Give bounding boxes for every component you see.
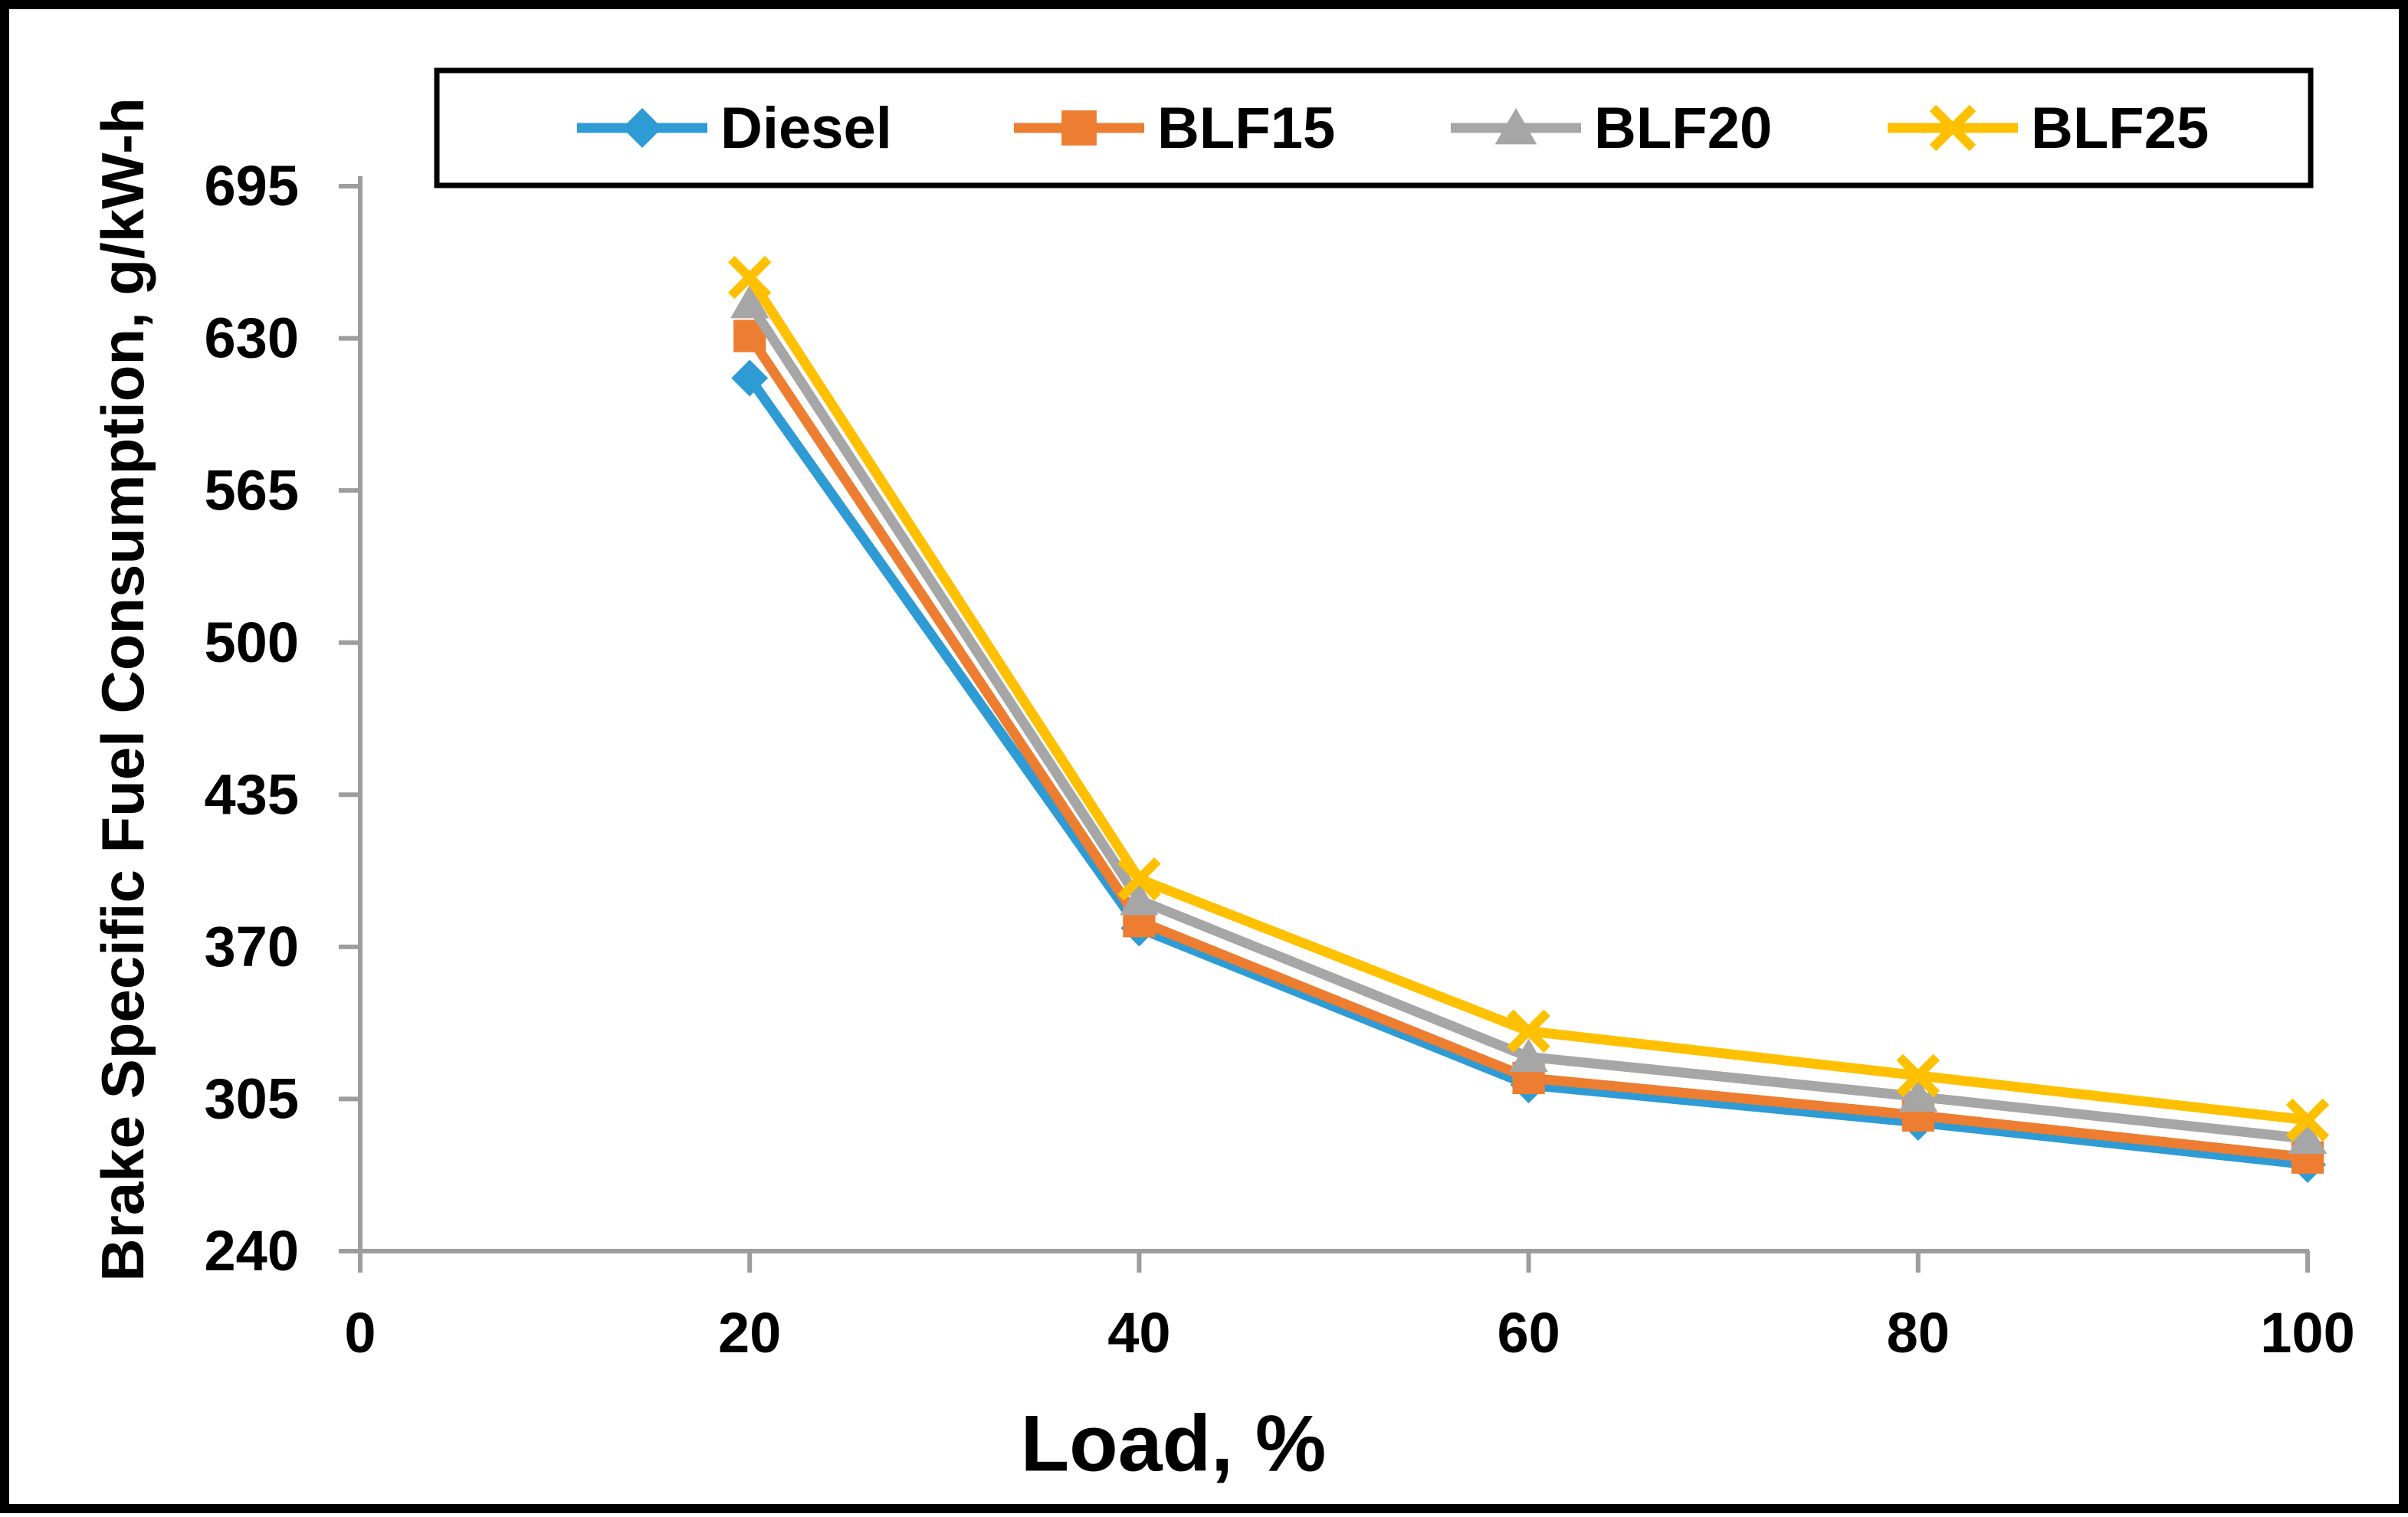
y-tick-label: 435 (205, 762, 299, 826)
marker-blf20-20 (730, 284, 769, 319)
legend-marker-diamond-icon (622, 108, 662, 148)
x-tick-label: 0 (344, 1301, 376, 1365)
legend-marker-triangle-icon (1494, 108, 1537, 145)
legend-marker-square-icon (1061, 110, 1097, 146)
marker-blf20-60 (1509, 1038, 1548, 1073)
x-tick-label: 100 (2260, 1301, 2354, 1365)
plot-series (727, 255, 2330, 1183)
legend-label: BLF25 (2031, 96, 2209, 161)
legend-label: BLF15 (1157, 96, 1335, 161)
marker-blf25-100 (2285, 1098, 2330, 1142)
marker-blf20-100 (2288, 1120, 2328, 1155)
y-tick-label: 565 (205, 458, 299, 522)
y-tick-label: 630 (205, 306, 299, 370)
marker-blf25-80 (1896, 1053, 1941, 1098)
legend-item-blf25: BLF25 (1888, 96, 2209, 161)
legend-item-blf20: BLF20 (1451, 96, 1772, 161)
y-tick-label: 370 (205, 915, 299, 978)
axes: 240 305 370 435 500 565 630 695 0 20 40 60 80 100 (205, 154, 2355, 1365)
marker-blf25-20 (727, 255, 772, 300)
y-tick-label: 500 (205, 611, 299, 674)
legend-label: Diesel (720, 96, 892, 161)
legend-box (434, 67, 2314, 188)
marker-blf20-40 (1120, 881, 1159, 916)
x-tick-label: 20 (718, 1301, 781, 1365)
y-tick-label: 695 (205, 154, 299, 218)
y-axis-title: Brake Specific Fuel Consumption, g/kW-h (89, 97, 156, 1282)
legend-item-diesel: Diesel (577, 96, 892, 161)
legend: Diesel BLF15 BLF20 BLF25 (434, 67, 2314, 188)
x-tick-label: 60 (1497, 1301, 1560, 1365)
legend-marker-x-icon (1929, 104, 1977, 152)
x-tick-label: 40 (1107, 1301, 1170, 1365)
marker-blf25-40 (1117, 857, 1161, 901)
marker-diesel-20 (731, 359, 769, 397)
y-tick-label: 240 (205, 1219, 299, 1283)
x-axis-title: Load, % (1021, 1399, 1327, 1488)
legend-item-blf15: BLF15 (1014, 96, 1335, 161)
series-blf25 (727, 255, 2330, 1142)
marker-blf20-80 (1898, 1078, 1937, 1112)
x-tick-label: 80 (1887, 1301, 1950, 1365)
marker-blf25-60 (1507, 1009, 1550, 1053)
legend-label: BLF20 (1594, 96, 1772, 161)
y-tick-label: 305 (205, 1067, 299, 1131)
series-blf20 (730, 284, 2328, 1155)
